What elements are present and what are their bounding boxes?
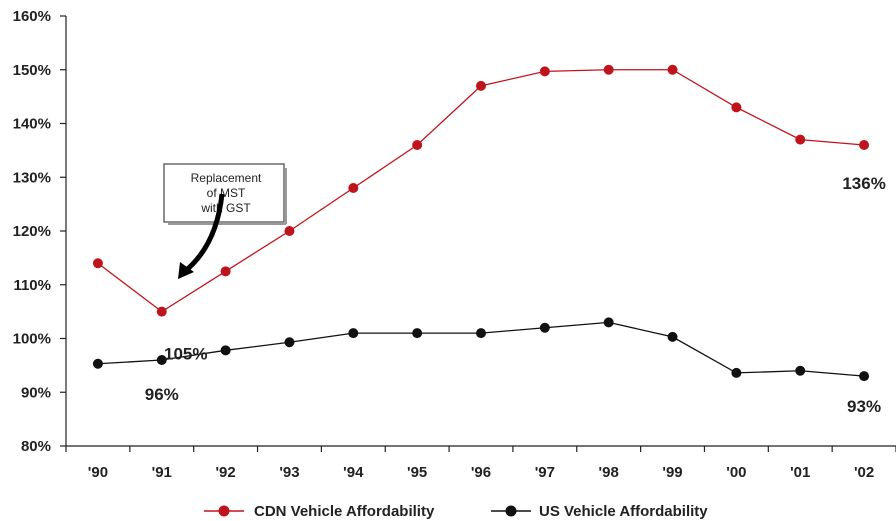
x-tick-label: '99: [662, 464, 682, 481]
data-point: [731, 102, 742, 113]
x-tick-label: '01: [790, 464, 810, 481]
x-tick-label: '93: [279, 464, 299, 481]
y-tick-label: 130%: [13, 169, 51, 186]
y-tick-label: 160%: [13, 8, 51, 25]
annotation-arrow: [182, 193, 225, 274]
x-tick-label: '91: [152, 464, 172, 481]
y-tick-label: 90%: [21, 384, 51, 401]
data-point: [92, 258, 103, 269]
data-point: [603, 64, 614, 75]
data-point: [731, 367, 742, 378]
legend-marker-cdn: [218, 505, 230, 517]
data-label: 96%: [145, 385, 179, 404]
data-label: 136%: [842, 174, 885, 193]
data-point: [476, 80, 486, 91]
y-tick-label: 110%: [13, 277, 51, 294]
legend: CDN Vehicle Affordability US Vehicle Aff…: [204, 503, 708, 520]
legend-label-us: US Vehicle Affordability: [539, 503, 708, 520]
data-point: [412, 328, 423, 339]
annotation-line-2: of MST: [207, 186, 246, 200]
x-tick-label: '97: [535, 464, 555, 481]
data-point: [795, 365, 806, 376]
data-point: [284, 337, 295, 348]
x-tick-label: '02: [854, 464, 874, 481]
y-tick-label: 100%: [13, 331, 51, 348]
data-point: [156, 306, 167, 317]
data-point: [220, 345, 231, 356]
data-point: [348, 328, 359, 339]
x-axis: '90 '91 '92 '93 '94 '95 '96 '97 '98 '99 '00 '01 '02: [65, 445, 896, 481]
data-point: [859, 371, 870, 382]
y-tick-label: 140%: [13, 116, 51, 133]
x-tick-label: '96: [471, 464, 491, 481]
annotation-line-1: Replacement: [191, 171, 262, 185]
data-point: [284, 226, 295, 236]
data-label: 93%: [847, 397, 881, 416]
data-point: [795, 134, 806, 145]
x-tick-label: '00: [726, 464, 746, 481]
data-point: [156, 355, 167, 365]
series-cdn: [92, 64, 870, 317]
y-axis: 80% 90% 100% 110% 120% 130% 140% 150% 160%: [13, 8, 67, 455]
data-point: [859, 140, 870, 150]
annotation-callout: Replacement of MST with GST: [163, 163, 287, 279]
x-tick-label: '95: [407, 464, 427, 481]
data-point: [539, 322, 550, 333]
y-tick-label: 150%: [13, 62, 51, 79]
y-tick-label: 120%: [13, 223, 51, 240]
data-point: [348, 183, 359, 193]
data-point: [603, 317, 614, 328]
data-point: [412, 140, 423, 150]
x-tick-label: '90: [88, 464, 108, 481]
data-point: [667, 64, 678, 75]
x-tick-label: '94: [343, 464, 364, 481]
data-point: [539, 66, 550, 77]
data-point: [476, 328, 486, 339]
annotation-box: [163, 163, 285, 223]
data-point: [667, 331, 678, 342]
legend-marker-us: [505, 505, 517, 517]
legend-label-cdn: CDN Vehicle Affordability: [254, 503, 435, 520]
series-layer: [92, 64, 870, 382]
y-tick-label: 80%: [21, 438, 51, 455]
data-label: 105%: [164, 345, 207, 364]
data-labels: 105% 96% 136% 93%: [145, 174, 886, 416]
annotation-arrowhead: [178, 262, 194, 279]
series-us: [92, 317, 870, 382]
x-tick-label: '92: [215, 464, 235, 481]
data-point: [92, 358, 103, 369]
data-point: [220, 266, 231, 277]
x-tick-label: '98: [599, 464, 619, 481]
annotation-line-3: with GST: [200, 201, 251, 215]
